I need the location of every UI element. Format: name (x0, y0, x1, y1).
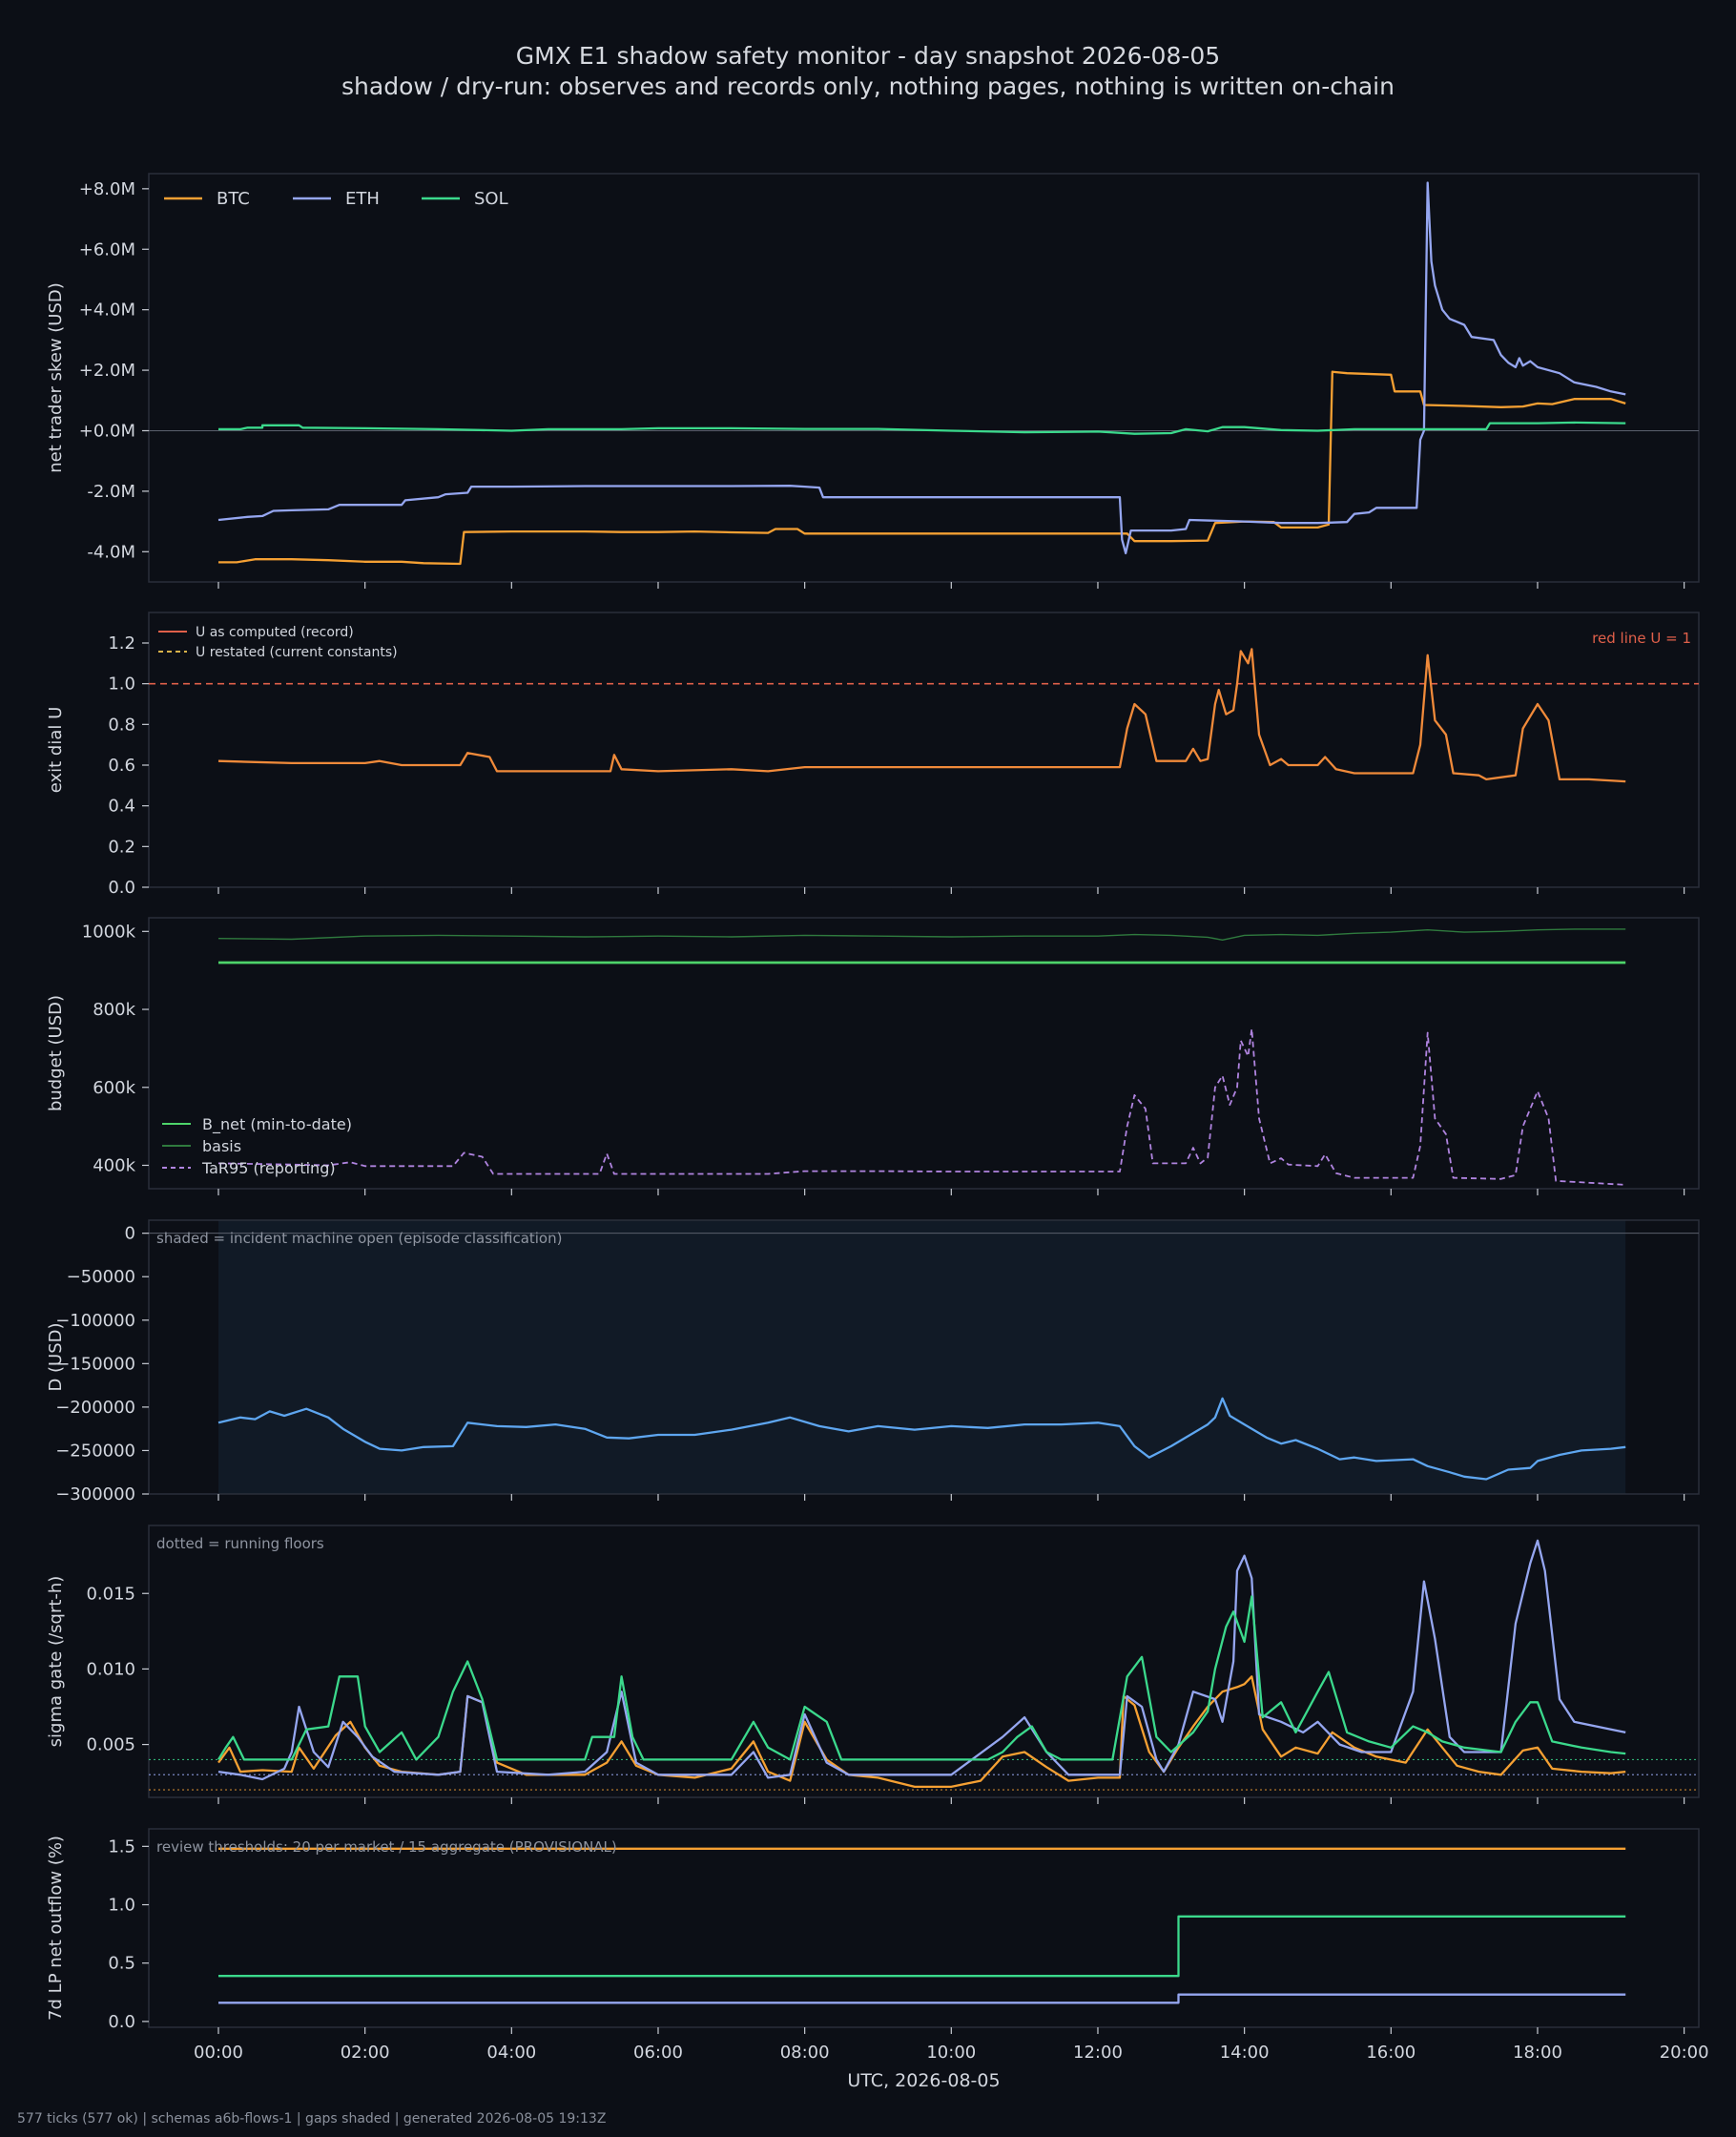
panel-frame (148, 917, 1700, 1190)
y-tick-label: 1.2 (108, 633, 135, 654)
y-tick-label: 1.5 (108, 1836, 135, 1857)
series-line-btc (217, 1675, 1626, 1789)
y-tick-label: −200000 (55, 1398, 135, 1418)
x-tick-label: 18:00 (1513, 2043, 1562, 2063)
red-line-annotation: red line U = 1 (1592, 630, 1691, 647)
y-tick-label: -2.0M (87, 482, 135, 502)
y-tick-label: 0.005 (86, 1735, 135, 1755)
y-axis-label: net trader skew (USD) (46, 282, 66, 473)
y-tick-label: +6.0M (79, 239, 135, 259)
x-tick-label: 14:00 (1220, 2043, 1270, 2063)
series-line-btc (218, 370, 1626, 566)
legend-label: B_net (min-to-date) (202, 1115, 352, 1134)
panel-frame (148, 1219, 1700, 1495)
x-tick-label: 20:00 (1660, 2043, 1709, 2063)
panel-annotation: dotted = running floors (156, 1535, 324, 1552)
y-tick-label: 1.0 (108, 674, 135, 695)
x-tick-label: 06:00 (633, 2043, 683, 2063)
y-tick-label: 1000k (82, 922, 136, 942)
series-line-sol (218, 1915, 1626, 1978)
panel-1: +8.0M +6.0M +4.0M +2.0M +0.0M -2.0M -4.0M net t… (46, 173, 1700, 589)
y-tick-label: 0.010 (86, 1659, 135, 1679)
status-footer: 577 ticks (577 ok) | schemas a6b-flows-1… (17, 2111, 607, 2127)
series-line-d (217, 1397, 1626, 1481)
legend-label: basis (202, 1137, 241, 1155)
y-tick-label: −300000 (55, 1484, 135, 1504)
series-line-sol (217, 1595, 1626, 1761)
x-tick-label: 08:00 (780, 2043, 830, 2063)
y-tick-label: −250000 (55, 1441, 135, 1461)
y-tick-label: +4.0M (79, 301, 135, 321)
y-tick-label: 0.4 (108, 797, 135, 817)
shaded-incident-region (217, 1220, 1626, 1494)
panel-2: 1.2 1.0 0.8 0.6 0.4 0.2 0.0 exit dial U red line… (46, 612, 1700, 898)
y-tick-label: 600k (93, 1078, 135, 1098)
y-tick-label: 0.0 (108, 2012, 135, 2032)
y-tick-label: 0.0 (108, 878, 135, 898)
panel-frame (148, 612, 1700, 888)
panel-frame (148, 173, 1700, 583)
y-tick-label: −100000 (55, 1311, 135, 1331)
y-tick-label: 1.0 (108, 1896, 135, 1916)
series-line-eth (218, 1993, 1626, 2004)
y-tick-label: 0.6 (108, 756, 135, 776)
y-tick-label: −50000 (67, 1267, 135, 1287)
series-line-eth (217, 1539, 1626, 1781)
y-axis-label: sigma gate (/sqrt-h) (46, 1576, 66, 1748)
y-tick-label: 0 (125, 1224, 135, 1244)
chart-subtitle: shadow / dry-run: observes and records o… (341, 73, 1395, 100)
series-line-eth (217, 181, 1626, 555)
legend-label: U as computed (record) (196, 625, 354, 640)
legend-label: BTC (217, 189, 250, 209)
legend-label: ETH (345, 189, 380, 209)
series-line-tar95-reporting (217, 1027, 1626, 1186)
y-tick-label: +0.0M (79, 421, 135, 441)
y-tick-label: 800k (93, 1000, 135, 1020)
y-tick-label: +2.0M (79, 361, 135, 381)
x-tick-label: 02:00 (341, 2043, 390, 2063)
y-tick-label: −150000 (55, 1354, 135, 1374)
legend-label: TaR95 (reporting) (201, 1159, 336, 1177)
panel-4: 0 −50000 −100000 −150000 −200000 −250000 −3000… (46, 1219, 1700, 1504)
x-tick-label: 00:00 (194, 2043, 243, 2063)
y-tick-label: 0.2 (108, 837, 135, 857)
x-tick-label: 04:00 (486, 2043, 536, 2063)
y-tick-label: +8.0M (79, 179, 135, 199)
panel-6: 1.5 1.0 0.5 0.0 7d LP net outflow (%) review … (46, 1828, 1709, 2091)
y-tick-label: 0.015 (86, 1584, 135, 1604)
chart-title: GMX E1 shadow safety monitor - day snaps… (515, 42, 1221, 70)
y-tick-label: 400k (93, 1155, 135, 1175)
x-tick-label: 16:00 (1366, 2043, 1416, 2063)
y-tick-label: 0.5 (108, 1954, 135, 1974)
y-axis-label: D (USD) (46, 1322, 66, 1391)
y-tick-label: -4.0M (87, 542, 135, 562)
x-tick-label: 12:00 (1073, 2043, 1123, 2063)
panel-3: 1000k 800k 600k 400k budget (USD) B_net (min-… (46, 917, 1700, 1195)
series-line-sol (218, 421, 1626, 435)
panel-frame (148, 1828, 1700, 2028)
panel-5: 0.015 0.010 0.005 sigma gate (/sqrt-h) dotte… (46, 1525, 1700, 1804)
x-tick-label: 10:00 (926, 2043, 976, 2063)
legend-label: SOL (474, 189, 508, 209)
y-axis-label: 7d LP net outflow (%) (46, 1836, 66, 2021)
panel-annotation: shaded = incident machine open (episode … (156, 1230, 562, 1247)
series-line-basis (217, 928, 1626, 941)
y-axis-label: budget (USD) (46, 995, 66, 1111)
y-tick-label: 0.8 (108, 715, 135, 735)
y-axis-label: exit dial U (46, 707, 66, 794)
panel-annotation: review thresholds: 20 per market / 15 ag… (156, 1838, 617, 1856)
panel-frame (148, 1525, 1700, 1798)
x-axis-label: UTC, 2026-08-05 (847, 2070, 1000, 2091)
legend-label: U restated (current constants) (196, 645, 398, 660)
series-line-u-as-computed-record (217, 648, 1626, 783)
